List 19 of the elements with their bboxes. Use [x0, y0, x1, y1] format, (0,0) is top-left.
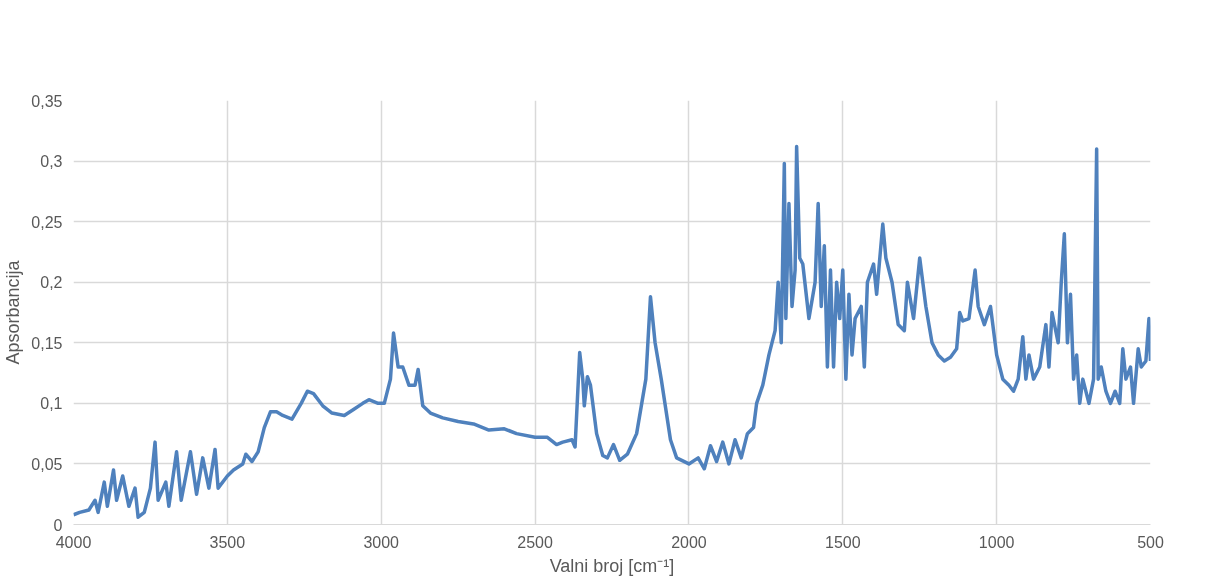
y-tick-label: 0,2 — [40, 274, 63, 292]
x-axis-title: Valni broj [cm⁻¹] — [549, 555, 675, 576]
y-tick-label: 0,35 — [31, 92, 63, 110]
y-tick-label: 0,15 — [31, 334, 63, 352]
y-axis-title: Apsorbancija — [3, 259, 24, 365]
x-tick-label: 3000 — [363, 533, 400, 551]
x-tick-label: 2000 — [671, 533, 707, 551]
x-tick-label: 1000 — [978, 533, 1015, 551]
y-tick-label: 0,05 — [31, 455, 63, 473]
x-tick-label: 2500 — [517, 533, 553, 551]
line-series — [73, 144, 1151, 519]
x-tick-label: 500 — [1137, 533, 1164, 551]
y-tick-label: 0,3 — [40, 153, 63, 171]
y-tick-label: 0,25 — [31, 213, 63, 231]
x-tick-label: 4000 — [55, 533, 92, 551]
x-tick-label: 3500 — [209, 533, 246, 551]
y-tick-label: 0,1 — [40, 395, 63, 413]
x-tick-label: 1500 — [824, 533, 861, 551]
y-tick-label: 0 — [53, 516, 63, 534]
